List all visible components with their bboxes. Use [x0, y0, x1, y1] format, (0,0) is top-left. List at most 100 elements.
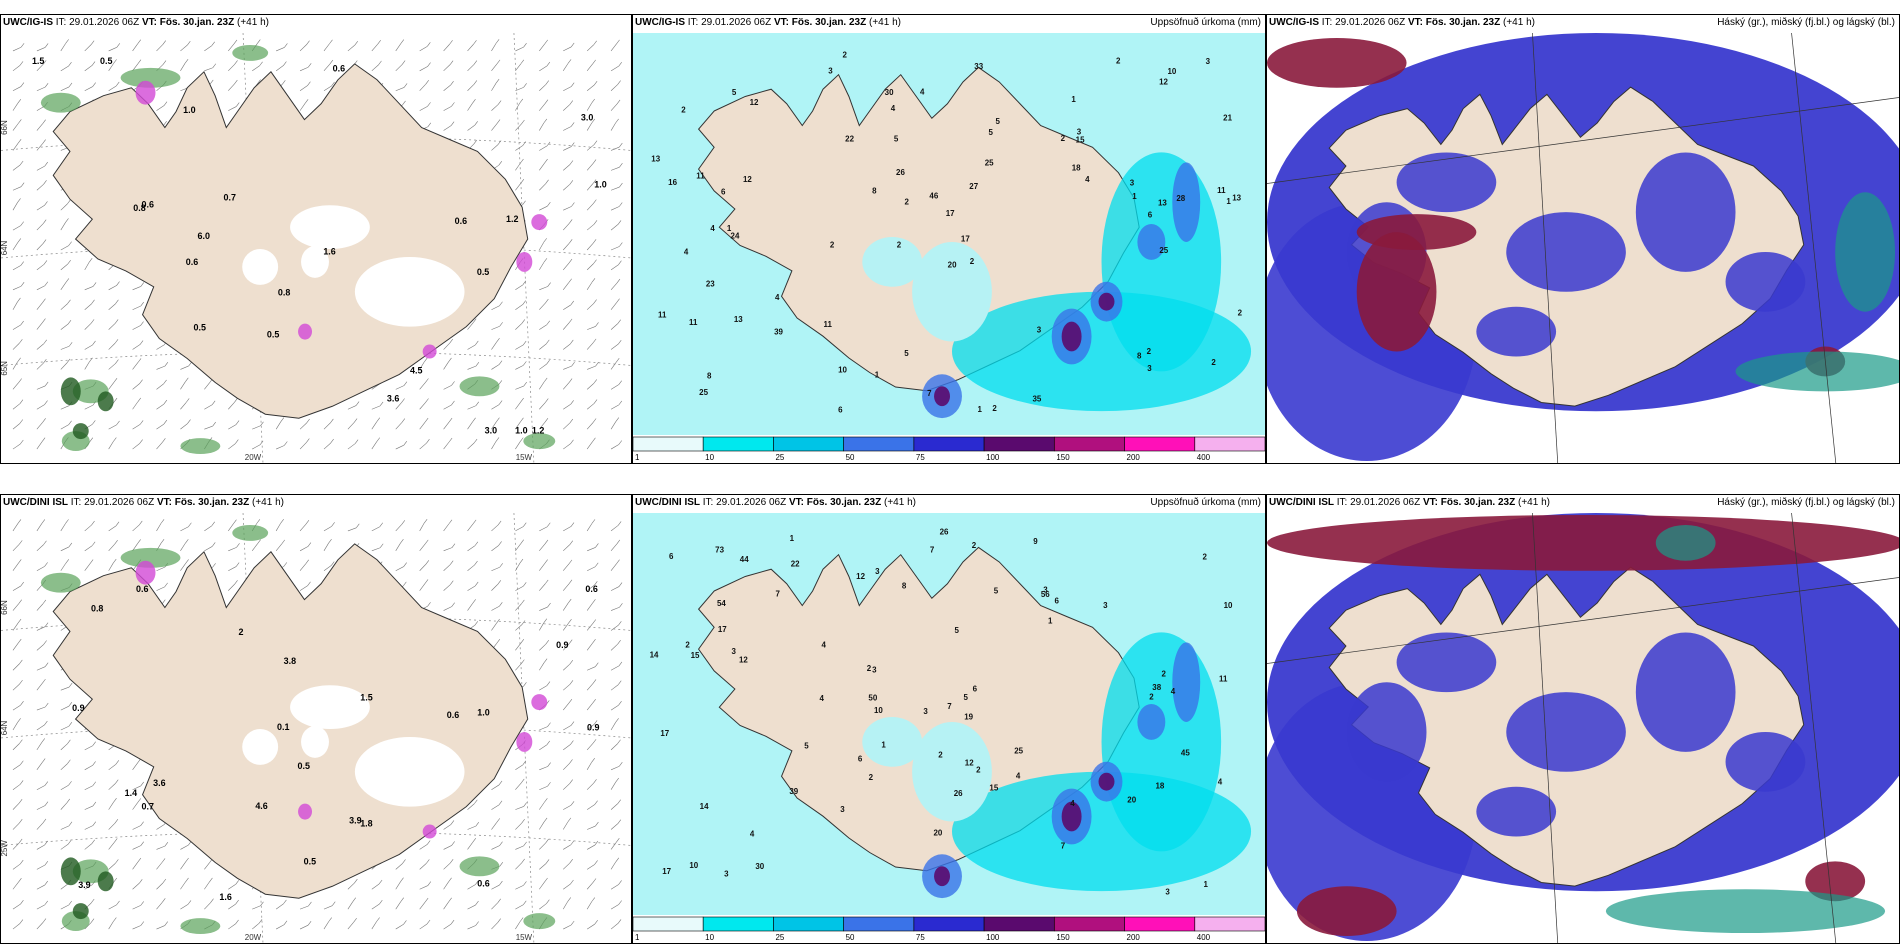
wind-barb	[299, 442, 307, 450]
value-label: 0.6	[136, 584, 148, 594]
wind-barb-flag	[306, 40, 310, 45]
wind-barb	[299, 546, 309, 552]
value-label: 3	[731, 647, 736, 656]
wind-barb	[299, 905, 309, 910]
wind-barb-flag	[116, 420, 120, 426]
wind-barb	[586, 282, 593, 290]
wind-barb-flag	[615, 417, 620, 422]
precip-area	[459, 376, 500, 397]
map-area[interactable]	[1267, 513, 1899, 943]
wind-barb-flag	[330, 438, 334, 444]
wind-barb	[108, 424, 117, 430]
wind-barb	[132, 883, 140, 890]
wind-barb	[12, 842, 20, 850]
wind-barb-flag	[474, 541, 479, 546]
value-label: 4	[920, 87, 925, 96]
precip-area	[120, 547, 181, 568]
value-label: 17	[961, 234, 970, 243]
value-label: 1	[1132, 192, 1137, 201]
wind-barb-flag	[546, 681, 551, 686]
wind-barb	[610, 224, 619, 231]
wind-barb-flag	[235, 562, 240, 567]
wind-barb-flag	[164, 921, 169, 926]
precip-area	[1101, 152, 1222, 372]
wind-barb	[156, 523, 162, 532]
wind-barb	[36, 165, 45, 171]
wind-barb-flag	[451, 381, 455, 386]
wind-barb-flag	[522, 200, 526, 205]
map-area[interactable]: 0.8 0.8 0.5 0.5 1.2 1.0 0.5 0.6 0.5 0.6 1.2 0.6 1.5 3…	[1, 33, 631, 463]
wind-barb-flag	[568, 619, 572, 624]
wind-barb	[228, 83, 235, 91]
wind-barb-flag	[523, 522, 527, 527]
wind-barb	[443, 901, 449, 910]
wind-barb-flag	[618, 680, 622, 685]
wind-barb-flag	[570, 300, 575, 306]
value-label: 6	[838, 406, 843, 415]
wind-barb-flag	[595, 322, 599, 327]
wind-barb	[60, 424, 69, 430]
wind-barb	[467, 322, 474, 330]
value-label: 25	[1159, 246, 1168, 255]
value-label: 3	[840, 805, 845, 814]
wind-barb-flag	[42, 318, 46, 323]
wind-barb	[610, 884, 619, 890]
wind-barb	[562, 262, 570, 271]
wind-barb-flag	[17, 297, 21, 303]
wind-barb-flag	[618, 440, 623, 445]
wind-barb	[108, 381, 115, 390]
longitude-line	[1532, 513, 1559, 943]
wind-barb-flag	[162, 40, 167, 45]
map-area[interactable]: 2 1 1 2 2 1 2 2 4 5 17 25 3 2 1 2 5 2 4 4 6 4 13 28 11 11 2 1 2 11 8 5 1…	[633, 33, 1265, 435]
wind-barb	[443, 404, 452, 410]
wind-barb	[443, 564, 451, 571]
wind-barb-flag	[185, 398, 190, 403]
colorbar-label: 150	[1056, 933, 1070, 942]
map-area[interactable]: 3 3 3 1 3 2 2 1 1 2 2 2 2 2 1 6 10 7 3 3 5 2 3 4 4 4 2 6 12 15 10 30 56 5…	[633, 513, 1265, 915]
map-area[interactable]: 0.6 0.6 1.0 0.5 0.5 2 0.1 1.4 4.6 0.9 0.7 0.6 1.6 0.9…	[1, 513, 631, 943]
wind-barb-flag	[258, 919, 263, 924]
wind-barb	[84, 843, 92, 850]
wind-barb	[586, 643, 593, 651]
wind-barb	[586, 263, 594, 271]
wind-barb	[515, 46, 524, 52]
panel-bottom-left: UWC/DINI ISL IT: 29.01.2026 06Z VT: Fös.…	[0, 494, 632, 944]
wind-barb	[12, 784, 21, 790]
value-label: 4	[1218, 777, 1223, 786]
wind-barb	[60, 784, 69, 790]
wind-barb-flag	[92, 340, 96, 346]
wind-barb-flag	[67, 299, 71, 304]
value-label: 1.0	[183, 105, 195, 115]
colorbar-label: 50	[846, 453, 855, 462]
value-label: 2	[992, 404, 997, 413]
wind-barb	[515, 304, 523, 310]
wind-barb-flag	[44, 622, 49, 627]
wind-barb	[180, 563, 186, 571]
wind-barb-flag	[593, 220, 598, 225]
value-label: 2	[1161, 669, 1166, 678]
wind-barb-flag	[259, 61, 263, 66]
wind-barb-flag	[495, 437, 500, 442]
wind-barb-flag	[42, 239, 47, 244]
wind-barb	[60, 245, 69, 251]
wind-barb-flag	[522, 300, 526, 305]
wind-barb	[347, 922, 354, 930]
wind-barb-flag	[615, 857, 620, 862]
wind-barb-flag	[616, 298, 620, 303]
mid-cloud-area	[1835, 192, 1896, 312]
wind-barb-flag	[499, 301, 503, 306]
wind-barb-flag	[18, 119, 22, 124]
precip-area	[40, 572, 81, 593]
wind-barb	[419, 844, 428, 850]
glacier	[354, 256, 465, 327]
wind-barb-flag	[520, 437, 524, 442]
heavy-precip-area	[60, 857, 81, 886]
value-label: 7	[930, 546, 935, 555]
wind-barb-flag	[41, 738, 46, 743]
wind-barb-flag	[68, 420, 72, 425]
colorbar-segment	[843, 916, 915, 932]
wind-barb	[252, 923, 260, 930]
wind-barb	[12, 86, 22, 91]
wind-barb-flag	[328, 538, 332, 544]
map-area[interactable]	[1267, 33, 1899, 463]
